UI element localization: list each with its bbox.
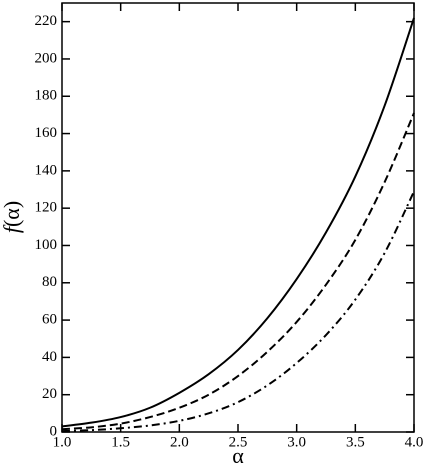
- y-tick-label: 160: [35, 125, 58, 141]
- y-tick-label: 220: [35, 13, 58, 29]
- y-label-func: f: [0, 224, 24, 233]
- x-tick-label: 1.5: [111, 434, 130, 450]
- series-line: [61, 112, 415, 431]
- y-tick-label: 140: [35, 162, 58, 178]
- y-tick-label: 120: [35, 200, 58, 216]
- series-line: [61, 17, 415, 428]
- x-tick-label: 3.5: [346, 434, 365, 450]
- x-tick-label: 4.0: [405, 434, 424, 450]
- x-tick-label: 3.0: [287, 434, 306, 450]
- y-tick-label: 180: [35, 88, 58, 104]
- y-tick-label: 40: [42, 349, 57, 365]
- y-tick-label: 80: [42, 274, 57, 290]
- y-tick-label: 20: [42, 386, 57, 402]
- y-tick-label: 100: [35, 237, 58, 253]
- y-label-arg: (α): [0, 201, 24, 227]
- x-axis-label: α: [232, 443, 244, 468]
- plot-frame: [61, 2, 415, 433]
- y-tick-label: 60: [42, 312, 57, 328]
- y-tick-label: 200: [35, 50, 58, 66]
- y-tick-label: 0: [50, 423, 58, 439]
- y-axis-label: f(α): [0, 201, 24, 233]
- x-tick-label: 2.5: [229, 434, 248, 450]
- series-line: [61, 190, 415, 433]
- x-tick-label: 2.0: [170, 434, 189, 450]
- x-tick-label: 1.0: [53, 434, 72, 450]
